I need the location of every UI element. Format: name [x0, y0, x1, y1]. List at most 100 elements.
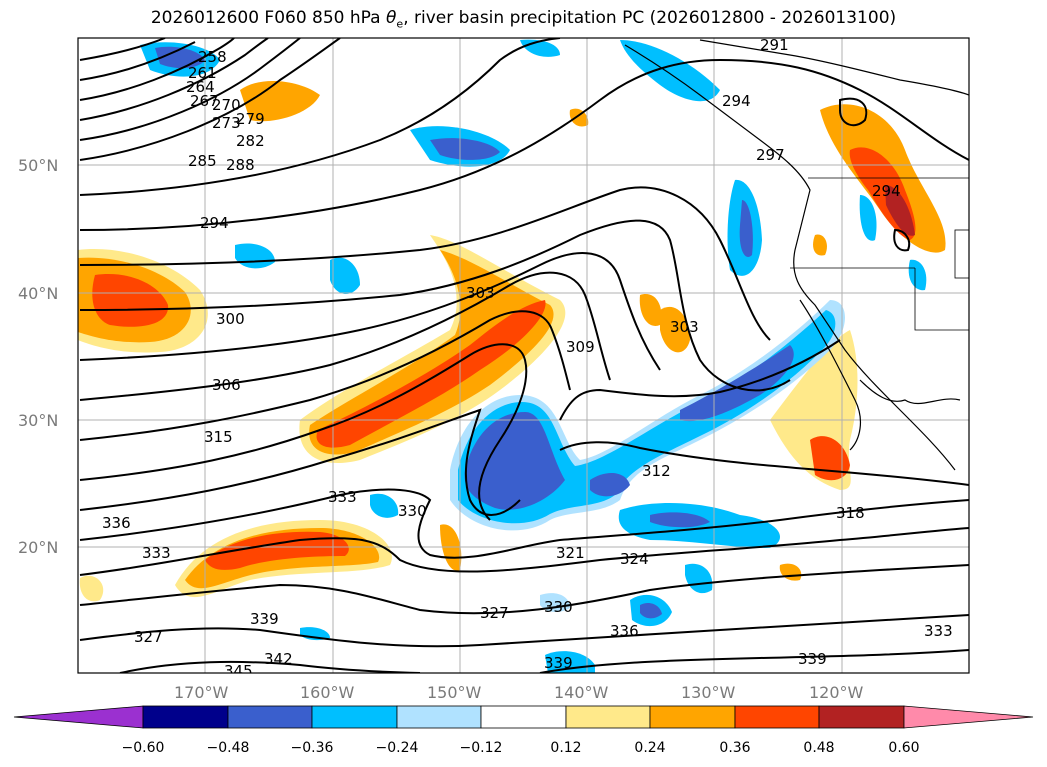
contour-label: 258	[198, 48, 227, 66]
colorbar-tick: −0.60	[122, 740, 165, 756]
contour-label: 273	[212, 114, 241, 132]
lon-label: 160°W	[300, 683, 355, 702]
colorbar-tick: 0.36	[719, 740, 750, 756]
colorbar-tick: 0.24	[634, 740, 665, 756]
contour-label: 327	[480, 604, 509, 622]
contour-label: 306	[212, 376, 241, 394]
pos-shade-region	[885, 185, 915, 236]
contour-label: 318	[836, 504, 865, 522]
colorbar-tick: −0.36	[291, 740, 334, 756]
contour-label: 336	[610, 622, 639, 640]
theta-symbol: θ	[386, 8, 397, 28]
contour-labels: 258 261 264 267 270 273 279 282 285 288 …	[102, 36, 953, 680]
contour-label: 336	[102, 514, 131, 532]
colorbar-segment	[649, 705, 736, 729]
neg-shade-region	[685, 563, 713, 594]
contour-label: 324	[620, 550, 649, 568]
lat-label: 50°N	[18, 156, 58, 175]
contour-label: 339	[544, 654, 573, 672]
colorbar-ticks: −0.60 −0.48 −0.36 −0.24 −0.12 0.12 0.24 …	[122, 740, 920, 756]
contour-label: 294	[722, 92, 751, 110]
lon-label: 130°W	[681, 683, 736, 702]
contour-label: 261	[188, 64, 217, 82]
neg-shade-region	[330, 257, 360, 295]
lon-label: 140°W	[554, 683, 609, 702]
lat-label: 20°N	[18, 538, 58, 557]
neg-shade-region	[859, 195, 877, 241]
contour-label: 333	[328, 488, 357, 506]
pos-shade-region	[660, 306, 690, 353]
pos-shade-region	[813, 234, 827, 256]
neg-shade-region	[680, 345, 794, 422]
neg-shade-region	[430, 138, 500, 160]
colorbar-tick: 0.60	[888, 740, 919, 756]
colorbar-tick: −0.12	[460, 740, 503, 756]
lon-label: 150°W	[427, 683, 482, 702]
colorbar-segment	[734, 705, 820, 729]
contour-label: 333	[142, 544, 171, 562]
colorbar-segment	[818, 705, 905, 729]
map-title: 2026012600 F060 850 hPa θe, river basin …	[0, 8, 1047, 30]
contour-label: 297	[756, 146, 785, 164]
contour-label: 294	[200, 214, 229, 232]
contour-label: 327	[134, 628, 163, 646]
neg-shade-region	[908, 259, 927, 291]
title-prefix: 2026012600 F060 850 hPa	[150, 8, 386, 28]
colorbar-tick: 0.12	[550, 740, 581, 756]
contour-label: 339	[798, 650, 827, 668]
colorbar-segment	[565, 705, 651, 729]
map-frame	[77, 37, 970, 674]
contour-label: 345	[224, 662, 253, 680]
contour-label: 333	[924, 622, 953, 640]
contour-label: 291	[760, 36, 789, 54]
pos-shade-region	[316, 300, 546, 448]
colorbar-segment	[480, 705, 567, 729]
colorbar-segment	[311, 705, 398, 729]
colorbar-extend-right	[903, 705, 1034, 729]
contour-label: 264	[186, 78, 215, 96]
colorbar	[13, 705, 1034, 729]
pos-shade-region	[440, 524, 462, 571]
neg-shade-region	[640, 603, 662, 619]
colorbar-segment	[142, 705, 229, 729]
pos-shade-region	[240, 80, 320, 122]
contour-label: 285	[188, 152, 217, 170]
colorbar-tick: −0.24	[376, 740, 419, 756]
pos-shade-region	[79, 575, 104, 602]
contour-label: 282	[236, 132, 265, 150]
neg-shade-region	[620, 40, 720, 102]
neg-shade-region	[739, 200, 753, 257]
graticule	[78, 38, 969, 673]
longitude-labels: 170°W 160°W 150°W 140°W 130°W 120°W	[174, 683, 864, 702]
contour-label: 303	[466, 284, 495, 302]
neg-shade-region	[370, 493, 399, 518]
lat-label: 30°N	[18, 411, 58, 430]
neg-shade-region	[464, 412, 565, 510]
contour-label: 303	[670, 318, 699, 336]
pos-shade-region	[92, 274, 169, 327]
pos-shade-region	[639, 294, 662, 326]
colorbar-segment	[227, 705, 313, 729]
colorbar-tick: 0.48	[803, 740, 834, 756]
colorbar-tick: −0.48	[207, 740, 250, 756]
latitude-labels: 50°N 40°N 30°N 20°N	[18, 156, 58, 557]
theta-subscript: e	[396, 17, 404, 31]
lat-label: 40°N	[18, 284, 58, 303]
political-borders	[790, 177, 969, 331]
lon-label: 170°W	[174, 683, 229, 702]
contour-label: 279	[236, 110, 265, 128]
theta-e-contours	[79, 38, 969, 673]
contour-label: 330	[398, 502, 427, 520]
title-suffix: , river basin precipitation PC (20260128…	[403, 8, 897, 28]
lon-label: 120°W	[809, 683, 864, 702]
contour-label: 312	[642, 462, 671, 480]
contour-label: 300	[216, 310, 245, 328]
contour-label: 267	[190, 92, 219, 110]
contour-label: 339	[250, 610, 279, 628]
neg-shade-region	[650, 512, 710, 528]
contour-label: 315	[204, 428, 233, 446]
colorbar-extend-left	[13, 705, 144, 729]
colorbar-segment	[396, 705, 482, 729]
pos-shade-region	[205, 531, 349, 570]
